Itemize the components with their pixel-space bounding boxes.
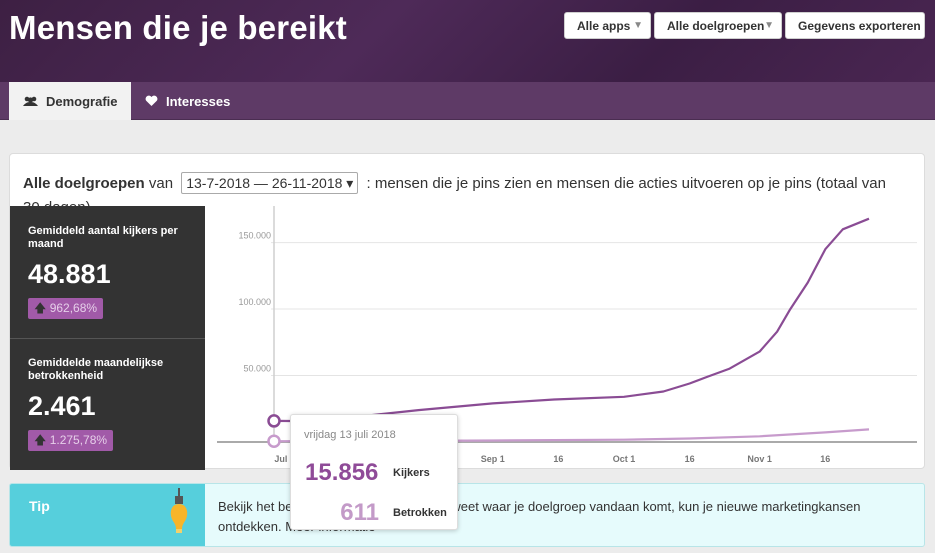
engagement-stat-label: Gemiddelde maandelijkse betrokkenheid (28, 357, 164, 382)
date-range-picker[interactable]: 13-7-2018 — 26-11-2018 ▾ (181, 172, 359, 194)
arrow-up-icon: 🡅 (34, 301, 47, 315)
apps-dropdown-label: Alle apps (577, 18, 631, 33)
summary-headline: Alle doelgroepen van 13-7-2018 — 26-11-2… (23, 172, 903, 206)
viewers-stat-label: Gemiddeld aantal kijkers per maand (28, 225, 178, 250)
tooltip-viewers-label: Kijkers (393, 467, 430, 479)
page-title: Mensen die je bereikt (9, 9, 347, 46)
y-tick-label: 150.000 (238, 231, 271, 241)
tab-demografie[interactable]: Demografie (9, 82, 131, 120)
tooltip-date: vrijdag 13 juli 2018 (304, 429, 396, 441)
tab-demografie-label: Demografie (46, 93, 118, 109)
arrow-up-icon: 🡅 (34, 433, 47, 447)
chart-tooltip: vrijdag 13 juli 2018 15.856 Kijkers 611 … (290, 414, 458, 530)
chevron-down-icon: ▼ (633, 20, 643, 31)
audience-dropdown[interactable]: Alle doelgroepen ▼ (654, 12, 782, 39)
tooltip-viewers-value: 15.856 (305, 459, 379, 486)
tab-bar: Demografie Interesses (0, 82, 935, 120)
stats-panel: Gemiddeld aantal kijkers per maand 48.88… (10, 206, 205, 470)
lightbulb-icon (170, 488, 188, 533)
x-tick-label: Oct 1 (613, 454, 636, 464)
tooltip-engaged-value: 611 (340, 499, 379, 526)
viewers-change-value: 962,68% (49, 301, 98, 315)
x-tick-label: 16 (820, 454, 830, 464)
summary-clip: Alle doelgroepen van 13-7-2018 — 26-11-2… (10, 154, 926, 206)
x-tick-label: 16 (553, 454, 563, 464)
tab-interesses-label: Interesses (166, 93, 231, 109)
tooltip-engaged-label: Betrokken (393, 507, 447, 519)
audience-card: Alle doelgroepen van 13-7-2018 — 26-11-2… (9, 153, 926, 470)
export-data-label: Gegevens exporteren (798, 18, 921, 33)
viewers-stat-value: 48.881 (28, 259, 111, 289)
audience-name: Alle doelgroepen (23, 175, 145, 192)
tip-banner: Tip Bekijk het beste van je doelgroep. A… (9, 483, 925, 547)
series-line-kijkers (273, 217, 870, 423)
series-marker-betrokken (267, 434, 281, 448)
tab-interesses[interactable]: Interesses (131, 82, 241, 120)
summary-description: : mensen die je pins zien en mensen die … (23, 175, 886, 206)
date-range-value: 13-7-2018 — 26-11-2018 (186, 175, 343, 191)
heart-icon (145, 95, 158, 106)
y-tick-label: 100.000 (238, 297, 271, 307)
engagement-stat: Gemiddelde maandelijkse betrokkenheid 2.… (10, 339, 205, 470)
people-icon (23, 96, 38, 106)
engagement-change-value: 1.275,78% (49, 433, 108, 447)
engagement-change-badge: 🡅 1.275,78% (28, 430, 114, 451)
x-tick-label: 16 (685, 454, 695, 464)
page-header: Mensen die je bereikt Alle apps ▼ Alle d… (0, 0, 935, 82)
export-data-button[interactable]: Gegevens exporteren (785, 12, 925, 39)
apps-dropdown[interactable]: Alle apps ▼ (564, 12, 651, 39)
tip-label-panel: Tip (10, 484, 205, 546)
chevron-down-icon: ▼ (764, 20, 774, 31)
engagement-stat-value: 2.461 (28, 391, 96, 421)
viewers-stat: Gemiddeld aantal kijkers per maand 48.88… (10, 206, 205, 338)
audience-dropdown-label: Alle doelgroepen (667, 18, 765, 33)
viewers-change-badge: 🡅 962,68% (28, 298, 104, 319)
y-tick-label: 50.000 (243, 364, 271, 374)
x-tick-label: Nov 1 (747, 454, 772, 464)
word-from: van (148, 175, 174, 192)
series-marker-kijkers (267, 414, 281, 428)
x-tick-label: Sep 1 (481, 454, 505, 464)
tip-label: Tip (29, 498, 50, 514)
x-tick-label: Jul 16 (274, 454, 300, 464)
caret-down-icon: ▾ (346, 175, 354, 191)
stats-divider (10, 338, 205, 339)
